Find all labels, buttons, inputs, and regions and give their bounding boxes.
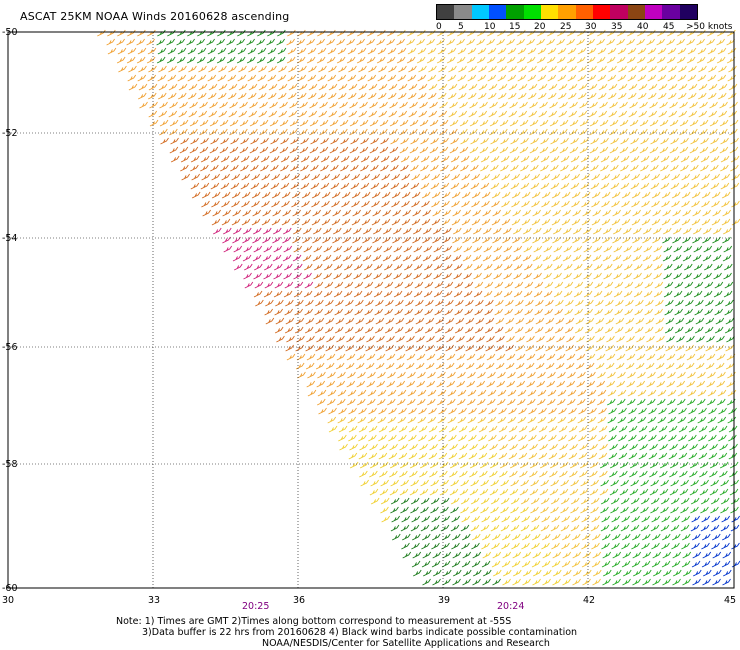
legend-swatch — [679, 5, 697, 19]
legend-swatch — [506, 5, 524, 19]
legend-label: 5 — [458, 22, 464, 32]
legend-swatch — [575, 5, 593, 19]
longitude-labels: 30 33 36 39 42 45 — [2, 595, 736, 606]
lon-label: 39 — [438, 595, 450, 606]
legend-swatch — [437, 5, 455, 19]
legend-swatch — [592, 5, 611, 19]
legend-swatch — [488, 5, 507, 19]
lat-label: -52 — [2, 128, 18, 139]
time-label-2: 20:24 — [497, 601, 524, 612]
wind-barbs-layer — [97, 29, 740, 586]
legend-label: 15 — [509, 22, 521, 32]
lat-label: -54 — [2, 233, 18, 244]
lon-label: 36 — [293, 595, 305, 606]
legend-label: 45 — [663, 22, 675, 32]
lat-label: -60 — [2, 583, 18, 594]
legend-label: 40 — [637, 22, 649, 32]
legend-label: 25 — [560, 22, 572, 32]
lat-label: -50 — [2, 27, 18, 38]
legend-color-bar — [436, 4, 698, 20]
map-grid — [8, 32, 734, 588]
legend-swatch — [644, 5, 663, 19]
lat-label: -58 — [2, 459, 18, 470]
legend-swatch — [662, 5, 680, 19]
legend-label: 35 — [611, 22, 623, 32]
latitude-labels: -50 -52 -54 -56 -58 -60 — [2, 27, 18, 594]
legend-swatch — [610, 5, 628, 19]
legend-label: 20 — [534, 22, 546, 32]
legend-labels: 0 5 10 15 20 25 30 35 40 45 >50 knots — [436, 20, 736, 34]
lat-label: -56 — [2, 342, 18, 353]
lon-label: 45 — [724, 595, 736, 606]
legend-swatch — [558, 5, 576, 19]
lon-label: 30 — [2, 595, 14, 606]
legend-swatch — [523, 5, 541, 19]
legend-label: 10 — [484, 22, 496, 32]
map-frame — [7, 31, 735, 589]
lon-label: 33 — [148, 595, 160, 606]
legend-swatch — [454, 5, 472, 19]
legend-label: 0 — [436, 22, 442, 32]
legend-swatch — [471, 5, 489, 19]
legend-swatch — [540, 5, 559, 19]
time-label-1: 20:25 — [242, 601, 269, 612]
map-title: ASCAT 25KM NOAA Winds 20160628 ascending — [20, 10, 290, 23]
note-line-3: NOAA/NESDIS/Center for Satellite Applica… — [262, 638, 550, 649]
legend-label: >50 knots — [686, 22, 733, 32]
legend-label: 30 — [585, 22, 597, 32]
legend-swatch — [627, 5, 645, 19]
wind-speed-legend: 0 5 10 15 20 25 30 35 40 45 >50 knots — [436, 4, 736, 34]
note-line-1: Note: 1) Times are GMT 2)Times along bot… — [116, 616, 512, 627]
lon-label: 42 — [583, 595, 595, 606]
note-line-2: 3)Data buffer is 22 hrs from 20160628 4)… — [142, 627, 578, 638]
